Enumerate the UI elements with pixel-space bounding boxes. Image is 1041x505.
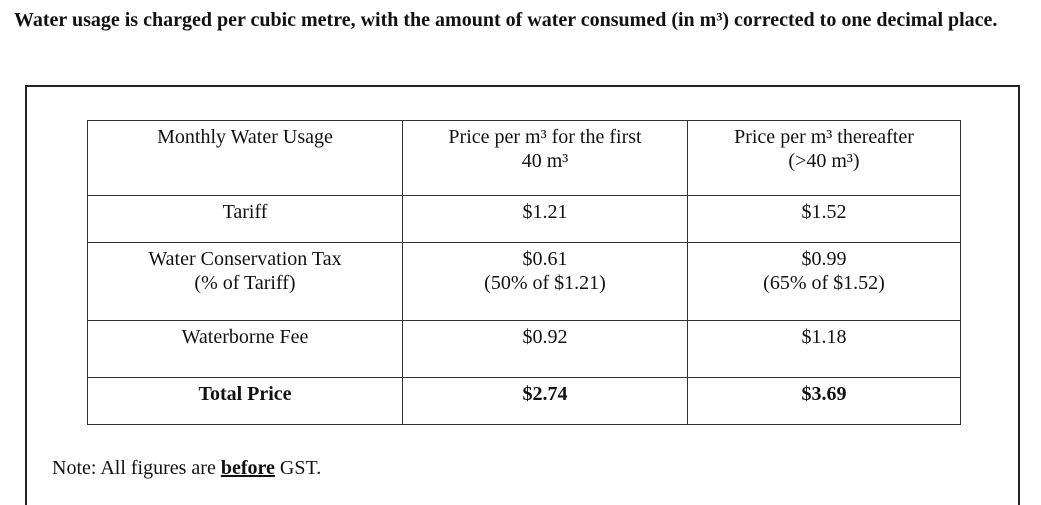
cell-line: (% of Tariff)	[194, 272, 296, 294]
cell-line: $1.52	[801, 201, 847, 223]
table-cell: $0.99 (65% of $1.52)	[687, 242, 961, 321]
cell-line: Price per m³ thereafter	[734, 126, 914, 148]
cell-line: Tariff	[222, 201, 268, 223]
note-text: Note: All figures are	[52, 457, 221, 479]
cell-line: $0.92	[522, 326, 568, 348]
cell-line: (>40 m³)	[788, 150, 860, 172]
cell-line: $0.61	[522, 248, 568, 270]
table-cell: $1.21	[402, 195, 688, 243]
cell-line: $3.69	[801, 383, 847, 405]
cell-line: $2.74	[522, 383, 568, 405]
table-cell: Water Conservation Tax (% of Tariff)	[87, 242, 403, 321]
cell-line: $0.99	[801, 248, 847, 270]
price-table: Monthly Water Usage Price per m³ for the …	[87, 120, 961, 425]
cell-line: $1.21	[522, 201, 568, 223]
table-cell: $3.69	[687, 377, 961, 425]
table-cell: Monthly Water Usage	[87, 120, 403, 196]
cell-line: Monthly Water Usage	[157, 126, 333, 148]
table-cell: Price per m³ thereafter (>40 m³)	[687, 120, 961, 196]
cell-line: (65% of $1.52)	[763, 272, 885, 294]
table-row: Water Conservation Tax (% of Tariff) $0.61…	[87, 242, 961, 321]
table-cell: $0.61 (50% of $1.21)	[402, 242, 688, 321]
cell-line: Waterborne Fee	[181, 326, 309, 348]
note-emphasis: before	[220, 457, 275, 479]
table-cell: $0.92	[402, 320, 688, 378]
cell-line: (50% of $1.21)	[484, 272, 606, 294]
table-row: Waterborne Fee $0.92 $1.18	[87, 320, 961, 378]
note: Note: All figures are before GST.	[52, 457, 321, 480]
table-cell: Price per m³ for the first 40 m³	[402, 120, 688, 196]
table-row: Tariff $1.21 $1.52	[87, 195, 961, 243]
table-cell: $1.18	[687, 320, 961, 378]
table-row: Total Price $2.74 $3.69	[87, 377, 961, 425]
cell-line: Total Price	[198, 383, 292, 405]
heading: Water usage is charged per cubic metre, …	[14, 9, 998, 31]
note-text: GST.	[274, 457, 322, 479]
cell-line: $1.18	[801, 326, 847, 348]
cell-line: Price per m³ for the first	[448, 126, 642, 148]
cell-line: Water Conservation Tax	[148, 248, 342, 270]
table-cell: Waterborne Fee	[87, 320, 403, 378]
box: Monthly Water Usage Price per m³ for the …	[25, 85, 1020, 505]
cell-line: 40 m³	[521, 150, 569, 172]
page: Water usage is charged per cubic metre, …	[14, 9, 1020, 505]
table-cell: $2.74	[402, 377, 688, 425]
table-cell: $1.52	[687, 195, 961, 243]
table-cell: Tariff	[87, 195, 403, 243]
table-row: Monthly Water Usage Price per m³ for the …	[87, 120, 961, 196]
table-cell: Total Price	[87, 377, 403, 425]
